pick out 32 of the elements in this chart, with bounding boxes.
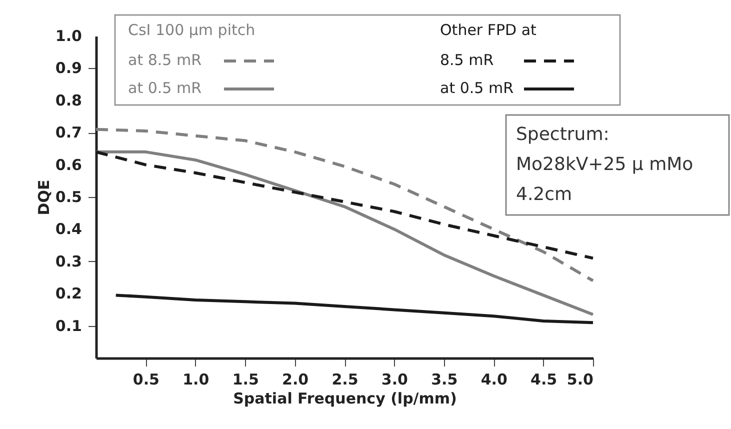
x-tick-label: 1.5 <box>232 370 259 388</box>
x-tick-label: 5.0 <box>566 370 594 388</box>
x-axis-title: Spatial Frequency (lp/mm) <box>233 390 457 408</box>
annotation: Spectrum: <box>516 124 610 145</box>
x-tick-label: 4.5 <box>530 370 558 388</box>
legend-label: at 8.5 mR <box>128 51 202 70</box>
y-tick-label: 0.8 <box>55 91 82 110</box>
x-tick-label: 3.0 <box>381 370 408 388</box>
y-tick-label: 1.0 <box>55 27 82 45</box>
legend-label: 8.5 mR <box>440 51 494 70</box>
x-tick-label: 0.5 <box>132 370 160 388</box>
y-axis-title: DQE <box>35 180 53 216</box>
legend-label: at 0.5 mR <box>128 79 202 98</box>
x-tick-label: 3.5 <box>431 370 458 388</box>
y-tick-label: 0.3 <box>55 252 82 270</box>
y-tick-label: 0.2 <box>55 284 82 303</box>
x-tick-label: 2.0 <box>282 370 309 388</box>
x-tick-label: 4.0 <box>480 370 508 388</box>
annotation: 4.2cm <box>516 184 572 205</box>
y-tick-label: 0.5 <box>55 188 82 206</box>
x-tick-label: 1.0 <box>182 370 210 388</box>
x-tick-label: 2.5 <box>332 370 358 388</box>
y-tick-label: 0.4 <box>55 220 82 238</box>
annotation: Mo28kV+25 μ mMo <box>516 154 694 175</box>
y-tick-label: 0.9 <box>55 59 82 78</box>
annotation: CsI 100 µm pitch <box>128 21 256 40</box>
line-series <box>114 294 594 324</box>
y-tick-label: 0.1 <box>55 316 82 335</box>
y-tick-label: 0.6 <box>55 156 82 174</box>
legend-label: at 0.5 mR <box>440 79 514 98</box>
annotation: Other FPD at <box>440 21 537 40</box>
y-tick-label: 0.7 <box>55 124 82 142</box>
